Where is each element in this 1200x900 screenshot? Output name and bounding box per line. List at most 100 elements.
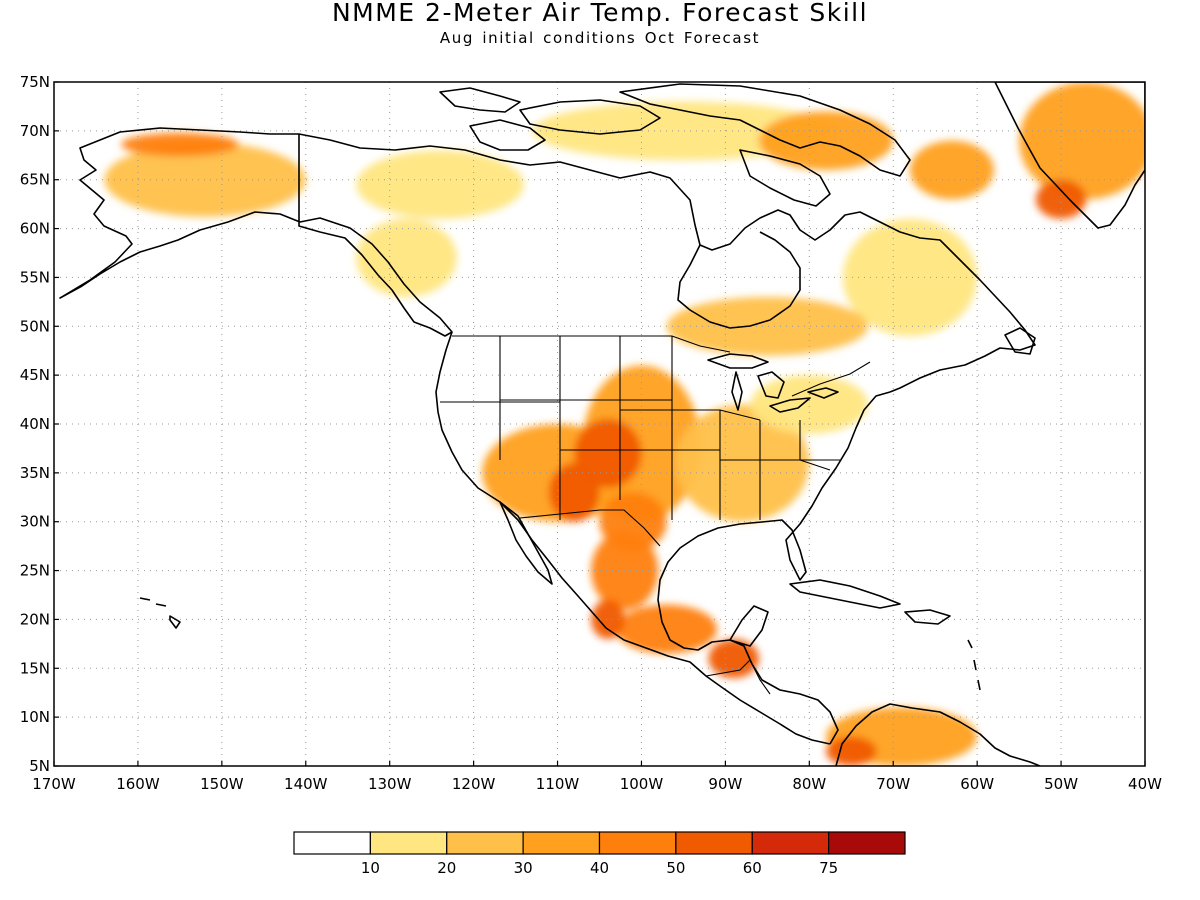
map-subtitle: Aug initial conditions Oct Forecast	[439, 29, 761, 47]
yucatan	[729, 605, 769, 647]
antilles	[967, 639, 981, 691]
lat-tick-label: 40N	[20, 415, 50, 433]
skill-region-yukon	[356, 150, 524, 219]
lat-tick-label: 65N	[20, 171, 50, 189]
lat-tick-label: 15N	[20, 659, 50, 677]
lake-ontario	[807, 387, 839, 399]
colorbar-label: 30	[514, 859, 533, 877]
colorbar-label: 50	[666, 859, 685, 877]
gulf-coast	[657, 391, 891, 745]
skill-region-colorado	[574, 419, 642, 488]
lat-tick-label: 35N	[20, 464, 50, 482]
coastlines	[59, 82, 1145, 766]
lat-tick-label: 20N	[20, 610, 50, 628]
lat-tick-label: 5N	[29, 757, 50, 775]
skill-region-central-america	[708, 638, 759, 679]
south-america-coast	[835, 703, 1041, 766]
skill-region-southeast-us	[675, 404, 810, 522]
lon-tick-label: 160W	[116, 775, 160, 793]
alaska-coast	[59, 127, 453, 337]
skill-region-great-lakes	[750, 375, 869, 434]
lon-tick-label: 40W	[1128, 775, 1162, 793]
longitude-labels: 170W 160W 150W 140W 130W 120W 110W 100W 90W 80W 70…	[32, 761, 1162, 793]
lon-tick-label: 90W	[708, 775, 742, 793]
lon-tick-label: 110W	[536, 775, 580, 793]
colorbar-label: 75	[819, 859, 838, 877]
lake-huron	[757, 371, 785, 399]
colorbar-label: 40	[590, 859, 609, 877]
skill-region-mexico-west	[591, 599, 625, 639]
lat-tick-label: 10N	[20, 708, 50, 726]
colorbar-swatch	[369, 831, 448, 855]
lon-tick-label: 80W	[792, 775, 826, 793]
political-borders	[440, 335, 871, 695]
lon-tick-label: 140W	[284, 775, 328, 793]
skill-region-arctic-islands	[532, 101, 835, 161]
skill-region-west-greenland	[910, 140, 994, 200]
lake-superior	[707, 353, 769, 369]
colorbar-swatch	[598, 831, 677, 855]
mexico-central-america	[705, 659, 771, 695]
skill-shading	[104, 82, 1145, 766]
colorbar-swatch	[675, 831, 753, 855]
lat-tick-label: 70N	[20, 122, 50, 140]
colorbar-label: 10	[361, 859, 380, 877]
skill-region-quebec	[666, 296, 869, 356]
lon-tick-label: 100W	[620, 775, 664, 793]
map-title: NMME 2-Meter Air Temp. Forecast Skill	[331, 0, 869, 27]
lon-tick-label: 170W	[32, 775, 76, 793]
greenland-coast	[994, 82, 1145, 229]
baja-california	[499, 501, 553, 585]
lat-tick-label: 30N	[20, 513, 50, 531]
hawaii	[139, 597, 181, 629]
arctic-island-3	[619, 83, 911, 177]
hispaniola	[904, 609, 951, 625]
map-gridlines	[54, 82, 1145, 766]
us-pacific-coast	[435, 331, 831, 745]
skill-region-greenland-south	[1035, 179, 1087, 219]
colorbar-swatch	[751, 831, 830, 855]
lat-tick-label: 75N	[20, 73, 50, 91]
lon-tick-label: 130W	[368, 775, 412, 793]
lat-tick-label: 55N	[20, 268, 50, 286]
skill-region-baffin	[758, 111, 894, 170]
lat-tick-label: 45N	[20, 366, 50, 384]
arctic-island-2	[519, 99, 661, 135]
hudson-bay-coast	[677, 231, 801, 329]
cuba	[789, 579, 901, 609]
colorbar-swatch	[828, 831, 906, 855]
state-lines	[440, 336, 840, 520]
baffin-island	[739, 149, 831, 207]
skill-region-new-mexico	[549, 463, 600, 522]
lake-erie	[769, 397, 811, 413]
lake-michigan	[731, 371, 743, 411]
victoria-island	[469, 119, 546, 151]
lon-tick-label: 70W	[876, 775, 910, 793]
skill-region-greenland	[1019, 82, 1145, 200]
us-mexico-border	[519, 509, 661, 547]
lat-tick-label: 25N	[20, 562, 50, 580]
skill-region-bc	[356, 218, 457, 297]
skill-region-mexico-south	[616, 604, 717, 654]
skill-region-alaska-north	[121, 132, 239, 157]
skill-region-venezuela-coast	[826, 736, 877, 766]
colorbar-legend: 10 20 30 40 50 60 75	[293, 831, 906, 877]
lon-tick-label: 150W	[200, 775, 244, 793]
colorbar-swatch	[522, 831, 601, 855]
newfoundland	[1004, 327, 1036, 355]
colorbar-swatch	[446, 831, 524, 855]
colorbar-swatch	[293, 831, 371, 855]
lon-tick-label: 60W	[960, 775, 994, 793]
skill-region-labrador	[842, 218, 978, 337]
lat-tick-label: 50N	[20, 317, 50, 335]
lon-tick-label: 50W	[1044, 775, 1078, 793]
colorbar-label: 20	[437, 859, 456, 877]
lon-tick-label: 120W	[452, 775, 496, 793]
arctic-island-1	[439, 87, 521, 113]
skill-region-alaska	[104, 142, 306, 217]
lat-tick-label: 60N	[20, 220, 50, 238]
latitude-labels: 75N 70N 65N 60N 55N 50N 45N 40N 35N 30N 25N 20N 15N 1…	[20, 73, 59, 775]
colorbar-label: 60	[743, 859, 762, 877]
canada-arctic-coast	[298, 133, 1036, 393]
